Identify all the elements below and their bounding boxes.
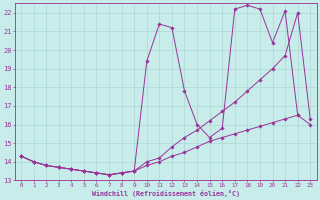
X-axis label: Windchill (Refroidissement éolien,°C): Windchill (Refroidissement éolien,°C) [92,190,240,197]
